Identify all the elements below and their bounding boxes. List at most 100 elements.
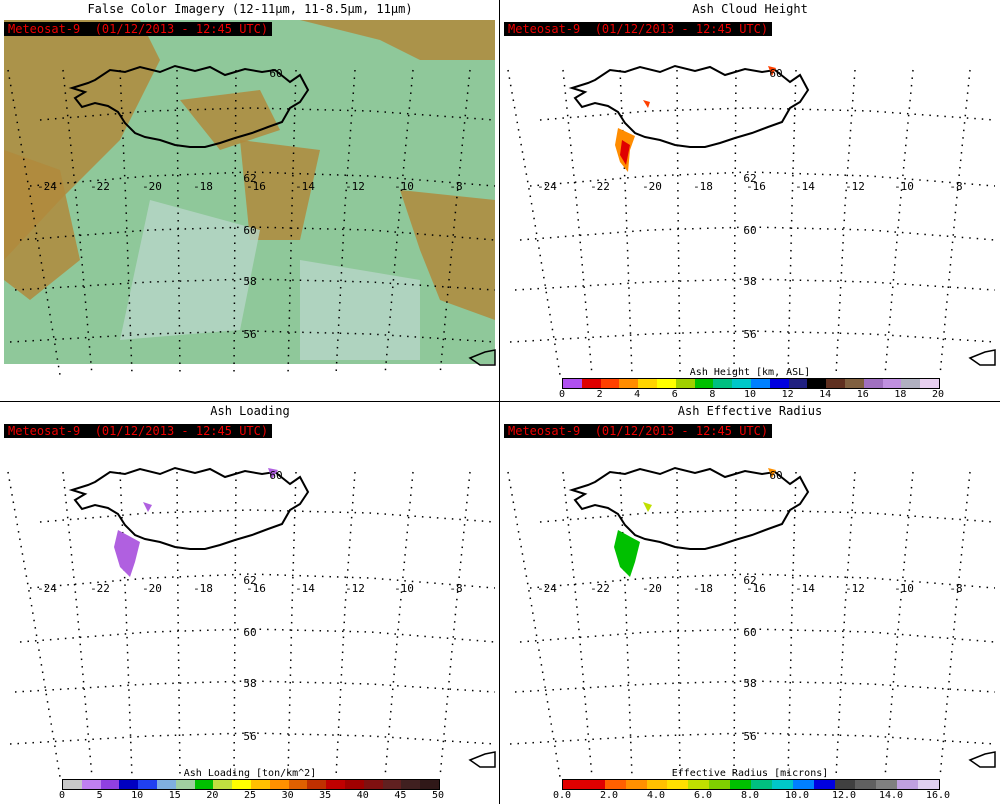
scotland-coastline [968,349,996,366]
parallel-line [539,509,996,523]
lat-label: 62 [743,574,756,587]
graticule [7,471,496,778]
lat-label: 60 [243,224,256,237]
colorbar-swatch [100,780,120,789]
lon-label: -20 [142,582,162,595]
graticule-labels: -24 -22 -20 -18 -16 -14 -12 -10 -8 62 60 58 56 60 [37,67,463,341]
colorbar-swatch [420,780,439,789]
meridian-line [176,471,181,778]
lon-label: -24 [37,582,57,595]
ash-spot [268,468,278,479]
lon-label: -24 [37,180,57,193]
colorbar-swatch [694,379,714,388]
colorbar-swatch [288,780,308,789]
ash-spot [143,502,152,512]
iceland-coastline [568,466,810,550]
colorbar-swatch [119,780,139,789]
colorbar-swatch [901,379,921,388]
graticule-labels: -24 -22 -20 -18 -16 -14 -12 -10 -8 62 60 58 56 60 [537,469,963,743]
panel-false-color: -24 -22 -20 -18 -16 -14 -12 -10 -8 62 60 58 56 60 Fal… [0,0,500,402]
colorbar-ticks: 0.0 2.0 4.0 6.0 8.0 10.0 12.0 14.0 16.0 [553,790,950,802]
colorbar-swatch [581,379,601,388]
imagery-cloud-region [300,20,495,60]
colorbar-title: Ash Loading [ton/km^2] [183,768,317,779]
meridian-line [619,471,633,778]
parallel-line [39,509,496,523]
meridian-line [507,69,561,376]
imagery-cloud-region [240,140,320,240]
lat-label: 60 [743,626,756,639]
colorbar-swatch [792,780,814,789]
colorbar-swatch [920,379,939,388]
colorbar-swatch [156,780,176,789]
colorbar-swatch [826,379,845,388]
lon-label: -14 [795,582,815,595]
meridian-line [287,471,297,778]
parallel-line [9,732,496,745]
ash-spot [643,502,652,512]
lon-label: -10 [894,180,914,193]
panel-title: Ash Cloud Height [692,2,808,16]
meridian-line [787,69,797,376]
panel-title: Ash Effective Radius [677,404,823,418]
meridian-line [233,471,237,778]
satellite-badge: Meteosat-9 (01/12/2013 - 12:45 UTC) [4,424,273,438]
colorbar-tick-label: 12 [781,389,794,400]
colorbar [562,378,940,389]
lon-label: -24 [537,582,557,595]
colorbar-tick-label: 14 [819,389,832,400]
meridian-line [335,471,356,778]
lat-label: 62 [243,574,256,587]
colorbar-swatch [834,780,856,789]
panel-ash-height: -24 -22 -20 -18 -16 -14 -12 -10 -8 62 60 58 56 60 Ash… [500,0,1000,402]
colorbar-tick-label: 30 [281,790,294,801]
scotland-coastline [968,751,996,768]
colorbar-swatch [751,780,772,789]
colorbar-swatch [882,379,902,388]
satellite-badge: Meteosat-9 (01/12/2013 - 12:45 UTC) [504,22,773,36]
colorbar-ticks: 0 2 4 6 8 10 12 14 16 18 20 [559,389,944,401]
colorbar-swatch [750,379,770,388]
lon-label: -8 [949,180,962,193]
parallel-line [509,330,996,343]
colorbar-swatch [138,780,157,789]
lon-label: -14 [295,582,315,595]
lon-label: -18 [193,582,213,595]
colorbar-swatch [769,379,789,388]
lon-label: -16 [746,582,766,595]
imagery-clear-region [120,200,260,340]
colorbar-tick-label: 5 [96,790,103,801]
colorbar-swatch [619,379,639,388]
parallel-line [14,278,496,291]
colorbar-tick-label: 12.0 [831,790,857,801]
colorbar-swatch [344,780,364,789]
parallel-line [14,680,496,693]
colorbar-swatch [563,379,582,388]
parallel-line [9,330,496,343]
meridian-line [119,471,133,778]
colorbar-swatch [604,780,626,789]
colorbar-tick-label: 0.0 [552,790,572,801]
colorbar-swatch [213,780,233,789]
colorbar-swatch [918,780,940,789]
panel-divider-horizontal [0,401,1000,402]
lon-label: -16 [746,180,766,193]
lon-label: -18 [193,180,213,193]
panel-title: Ash Loading [210,404,290,418]
colorbar-swatch [656,379,676,388]
lon-label: -8 [449,582,462,595]
colorbar-swatch [730,780,752,789]
parallel-line [539,107,996,121]
colorbar-swatch [269,780,289,789]
iceland-coastline [68,64,310,148]
meridian-line [835,69,856,376]
colorbar-tick-label: 10 [743,389,757,400]
meridian-line [733,69,737,376]
colorbar-tick-label: 16.0 [925,790,951,801]
meridian-line [439,69,471,376]
parallel-line [39,107,496,121]
lat-label: 56 [243,328,256,341]
lat-label-top: 60 [769,469,782,482]
parallel-line [514,278,996,291]
parallel-line [509,732,996,745]
